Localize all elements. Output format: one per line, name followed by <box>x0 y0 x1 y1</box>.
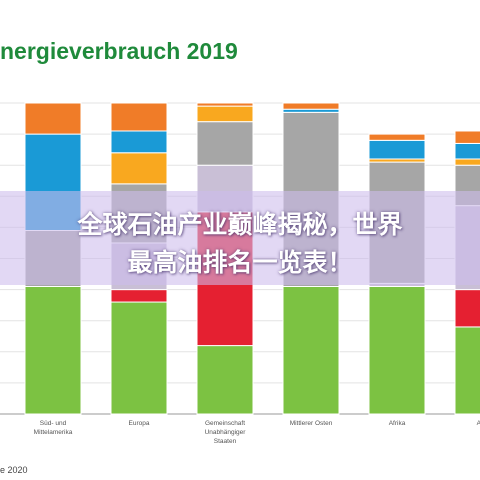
x-tick-label: Staaten <box>214 438 237 445</box>
bar-segment <box>368 133 426 141</box>
overlay-banner: 全球石油产业巅峰揭秘，世界 最高油排名一览表！ <box>0 191 480 285</box>
bar-segment <box>196 102 254 107</box>
bar-segment <box>110 301 168 415</box>
x-tick-label: Unabhängiger <box>205 429 247 436</box>
bar-segment <box>196 105 254 123</box>
bar-segment <box>282 285 340 415</box>
bar-segment <box>282 102 340 110</box>
banner-line-2: 最高油排名一览表！ <box>127 248 353 277</box>
bar-segment <box>368 139 426 160</box>
bar-segment <box>110 102 168 132</box>
bar-segment <box>454 326 480 415</box>
bar-segment <box>454 142 480 160</box>
x-tick-label: Europa <box>129 420 150 427</box>
bar-segment <box>24 285 82 415</box>
bar-segment <box>454 130 480 144</box>
x-tick-label: Mittlerer Osten <box>290 420 333 427</box>
bar-segment <box>110 130 168 154</box>
bar-segment <box>196 345 254 415</box>
bar-segment <box>454 158 480 166</box>
bar-segment <box>196 121 254 166</box>
source-note: e 2020 <box>0 465 28 475</box>
x-tick-label: Mittelamerika <box>34 429 73 436</box>
x-tick-label: Süd- und <box>40 420 67 427</box>
chart-title: nergieverbrauch 2019 <box>0 38 238 64</box>
x-tick-label: Afrika <box>389 420 406 427</box>
bar-segment <box>368 285 426 415</box>
x-tick-label: Gemeinschaft <box>205 420 245 427</box>
bar-segment <box>454 289 480 328</box>
bar-segment <box>24 102 82 135</box>
banner-line-1: 全球石油产业巅峰揭秘，世界 <box>77 210 403 239</box>
bar-segment <box>110 152 168 185</box>
x-tick-label: Asie <box>477 420 480 427</box>
bar-segment <box>110 289 168 303</box>
